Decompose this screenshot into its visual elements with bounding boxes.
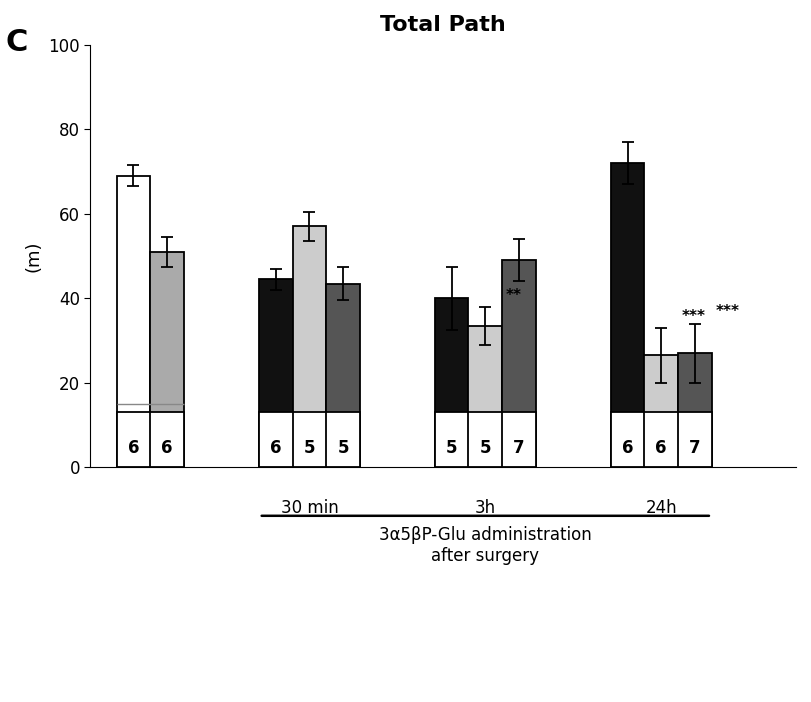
Text: 3α5βP-Glu administration
after surgery: 3α5βP-Glu administration after surgery: [379, 526, 592, 565]
Bar: [293, 227, 326, 468]
Text: ***: ***: [715, 305, 740, 319]
Text: 7: 7: [689, 439, 701, 457]
Bar: [117, 412, 184, 468]
Bar: [611, 163, 645, 468]
Text: 30 min: 30 min: [281, 499, 338, 517]
Text: 5: 5: [337, 439, 349, 457]
Bar: [435, 412, 536, 468]
Y-axis label: (m): (m): [25, 240, 43, 272]
Bar: [469, 326, 502, 468]
Text: 7: 7: [513, 439, 525, 457]
Text: 5: 5: [479, 439, 491, 457]
Text: 24h: 24h: [646, 499, 677, 517]
Text: 5: 5: [303, 439, 315, 457]
Bar: [117, 176, 150, 468]
Text: 6: 6: [161, 439, 173, 457]
Bar: [259, 279, 293, 468]
Text: **: **: [506, 288, 522, 303]
Text: C: C: [6, 28, 28, 57]
Text: 5: 5: [446, 439, 457, 457]
Text: 3h: 3h: [474, 499, 496, 517]
Text: 6: 6: [655, 439, 667, 457]
Text: 6: 6: [622, 439, 633, 457]
Bar: [326, 284, 360, 468]
Title: Total Path: Total Path: [380, 15, 506, 35]
Bar: [150, 252, 184, 468]
Bar: [259, 412, 360, 468]
Bar: [435, 298, 469, 468]
Bar: [678, 353, 712, 468]
Bar: [645, 355, 678, 468]
Bar: [502, 260, 536, 468]
Bar: [611, 412, 712, 468]
Text: ***: ***: [682, 309, 706, 324]
Text: 6: 6: [127, 439, 139, 457]
Text: 6: 6: [270, 439, 281, 457]
